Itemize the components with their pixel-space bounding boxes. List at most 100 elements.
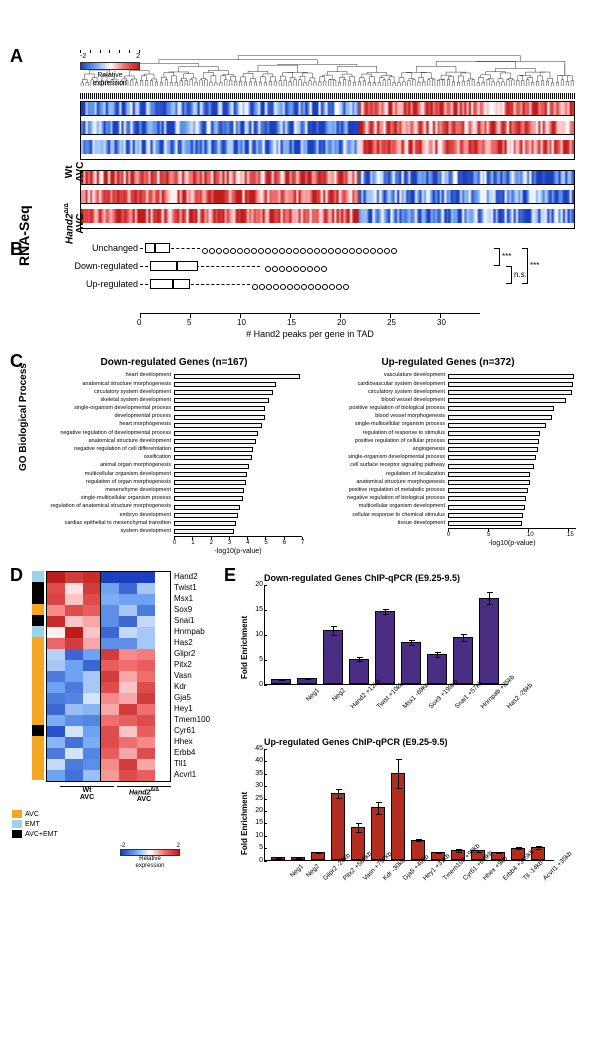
heatmap-cell <box>119 759 137 770</box>
go-bar <box>174 529 234 534</box>
y-tick: 10 <box>245 832 263 839</box>
axis-tick: 15 <box>290 314 291 318</box>
fold-enrichment-label: Fold Enrichment <box>240 616 249 679</box>
go-term-label: circulatory system development <box>320 390 448 396</box>
go-bar <box>448 505 525 510</box>
gene-label: Twist1 <box>171 582 210 593</box>
go-term-row: heart morphogenesis <box>46 421 302 429</box>
heatmap-cell <box>101 770 119 781</box>
go-title: Down-regulated Genes (n=167) <box>46 357 302 368</box>
heatmap-row <box>81 209 574 223</box>
heatmap-cell <box>47 682 65 693</box>
group-wt-label: WtAVC <box>64 162 86 182</box>
axis-tick: 20 <box>340 314 341 318</box>
go-term-label: system development <box>46 529 174 535</box>
heatmap-cell <box>137 671 155 682</box>
heatmap-cell <box>47 737 65 748</box>
go-term-label: positive regulation of metabolic process <box>320 488 448 494</box>
heatmap-row <box>47 572 170 583</box>
heatmap-cell <box>119 605 137 616</box>
heatmap-cell <box>101 627 119 638</box>
go-term-label: regulation of localization <box>320 472 448 478</box>
go-term-label: anatomical structure morphogenesis <box>46 382 174 388</box>
heatmap-cell <box>101 704 119 715</box>
gene-label: Hhex <box>171 736 210 747</box>
heatmap-cell <box>137 737 155 748</box>
category-cell <box>32 681 44 692</box>
heatmap-cell <box>65 715 83 726</box>
go-term-row: positive regulation of biological proces… <box>320 405 576 413</box>
heatmap-row <box>47 715 170 726</box>
gene-labels: Hand2Twist1Msx1Sox9Snai1HnrnpabHas2Glipr… <box>171 571 210 803</box>
significance-label: *** <box>502 252 511 261</box>
heatmap-cell <box>119 660 137 671</box>
chip-qpcr-chart: Up-regulated Genes ChIP-qPCR (E9.25-9.5)… <box>236 737 556 909</box>
go-term-row: cellular response to chemical stimulus <box>320 511 576 519</box>
gene-label: Glipr2 <box>171 648 210 659</box>
go-term-label: single-organism developmental process <box>46 406 174 412</box>
category-sidebar <box>32 571 44 803</box>
heatmap-cell <box>119 616 137 627</box>
heatmap-cell <box>65 649 83 660</box>
heatmap-cell <box>137 715 155 726</box>
category-cell <box>32 659 44 670</box>
panel-c: C GO Biological Process Down-regulated G… <box>10 351 591 555</box>
heatmap-cell <box>47 726 65 737</box>
panel-a: A -2 2 Relativeexpression RNA-Seq WtAVC … <box>10 46 591 229</box>
go-term-row: anatomical structure development <box>46 438 302 446</box>
heatmap-cell <box>65 638 83 649</box>
heatmap-cell <box>101 715 119 726</box>
go-term-row: circulatory system development <box>320 388 576 396</box>
bar <box>349 659 369 684</box>
gene-label: Vasn <box>171 670 210 681</box>
heatmap-cell <box>47 572 65 583</box>
heatmap-cell <box>101 737 119 748</box>
heatmap-cell <box>119 726 137 737</box>
box-category-label: Up-regulated <box>42 279 138 289</box>
panel-b: B ******n.s. UnchangedDown-regulatedUp-r… <box>10 239 591 339</box>
go-term-label: cardiovascular system development <box>320 382 448 388</box>
go-bar <box>174 406 265 411</box>
go-bar <box>448 447 538 452</box>
heatmap-cell <box>101 726 119 737</box>
go-term-label: animal organ morphogenesis <box>46 463 174 469</box>
y-tick: 0 <box>245 857 263 864</box>
bar <box>291 857 305 859</box>
gene-label: Snai1 <box>171 615 210 626</box>
go-term-row: angiogenesis <box>320 446 576 454</box>
go-bar <box>174 439 256 444</box>
go-term-label: tissue development <box>320 521 448 527</box>
go-term-row: tissue development <box>320 519 576 527</box>
category-cell <box>32 758 44 769</box>
heatmap-cell <box>47 594 65 605</box>
category-cell <box>32 747 44 758</box>
go-bar <box>448 464 534 469</box>
heatmap-cell <box>137 638 155 649</box>
bar <box>479 598 499 684</box>
column-ruler <box>80 93 575 99</box>
heatmap-cell <box>83 726 101 737</box>
y-tick: 15 <box>245 819 263 826</box>
go-term-row: regulation of organ morphogenesis <box>46 478 302 486</box>
heatmap-cell <box>65 572 83 583</box>
go-side-label: GO Biological Process <box>18 363 29 471</box>
heatmap-cell <box>119 737 137 748</box>
heatmap-row <box>47 660 170 671</box>
heatmap-cell <box>101 682 119 693</box>
heatmap-cell <box>119 627 137 638</box>
heatmap-cell <box>83 649 101 660</box>
y-tick: 20 <box>245 807 263 814</box>
group-hand2-label: Hand2Δ/ΔAVC <box>64 203 86 244</box>
go-term-row: cardiac epithelial to mesenchymal transi… <box>46 519 302 527</box>
gene-label: Msx1 <box>171 593 210 604</box>
heatmap-cell <box>47 759 65 770</box>
go-bar <box>174 480 246 485</box>
go-term-row: positive regulation of cellular process <box>320 438 576 446</box>
color-scale-legend: -2 2 Relativeexpression <box>80 50 140 87</box>
d-color-scale: -2 2 Relativeexpression <box>90 843 210 869</box>
heatmap-cell <box>83 660 101 671</box>
go-bar <box>174 505 240 510</box>
go-term-label: embryo development <box>46 513 174 519</box>
category-cell <box>32 714 44 725</box>
heatmap-row <box>47 748 170 759</box>
